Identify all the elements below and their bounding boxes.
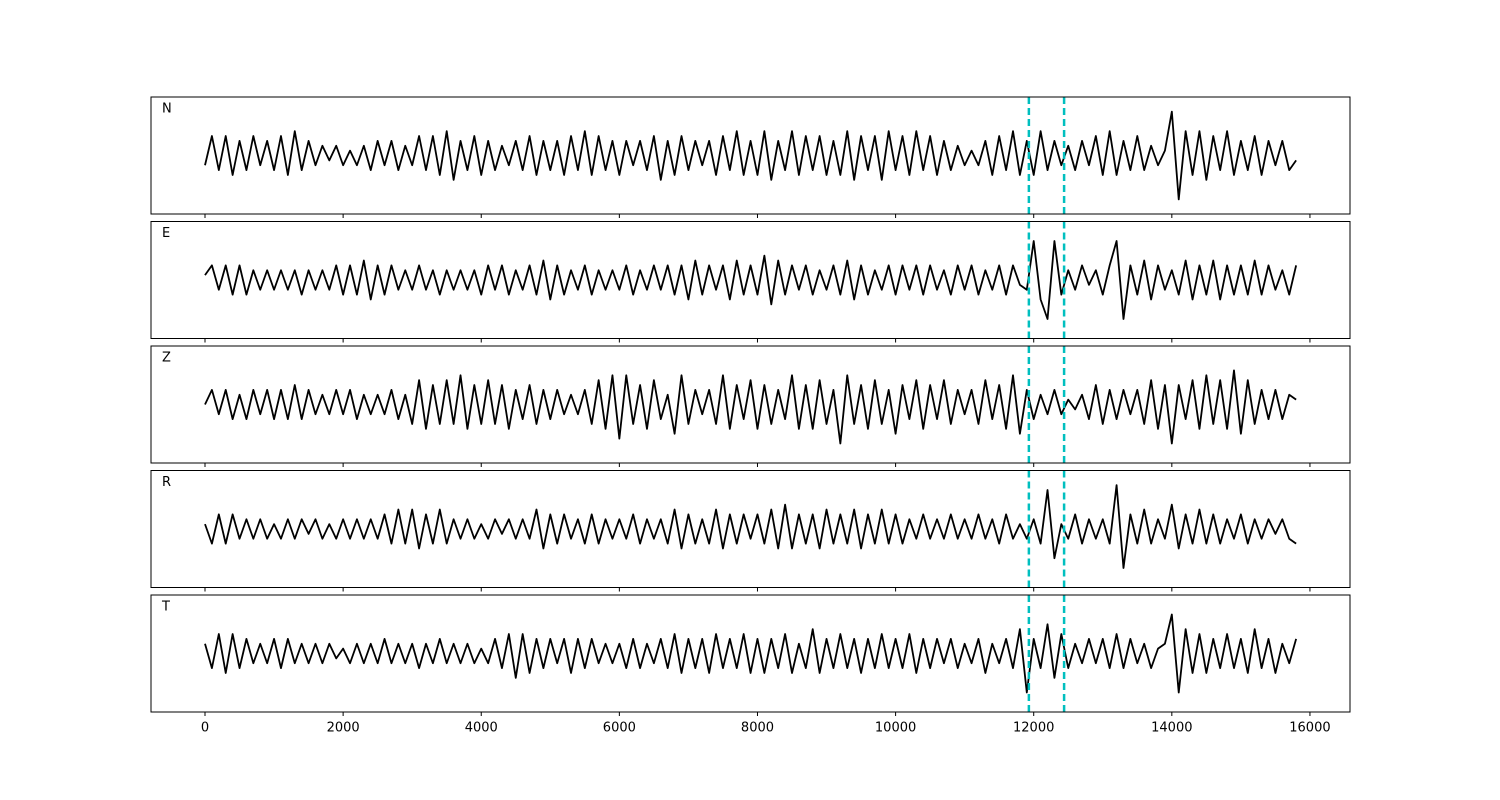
panel-label: N bbox=[162, 102, 172, 117]
x-tick-label: 4000 bbox=[465, 721, 498, 736]
trace bbox=[204, 369, 1297, 445]
panel-label: E bbox=[162, 226, 170, 241]
x-tick-label: 12000 bbox=[1013, 721, 1054, 736]
panel-label: R bbox=[162, 475, 171, 490]
x-tick-label: 8000 bbox=[741, 721, 774, 736]
panel-frame bbox=[150, 96, 1351, 215]
trace bbox=[204, 613, 1297, 694]
x-tick-label: 6000 bbox=[603, 721, 636, 736]
x-tick-label: 10000 bbox=[875, 721, 916, 736]
panel-frame bbox=[150, 594, 1351, 713]
trace bbox=[204, 484, 1297, 569]
panel-frame bbox=[150, 470, 1351, 588]
trace bbox=[204, 240, 1298, 320]
x-tick-label: 0 bbox=[201, 721, 209, 736]
trace bbox=[204, 110, 1297, 201]
x-tick-label: 14000 bbox=[1151, 721, 1192, 736]
panel-label: T bbox=[161, 600, 170, 615]
panel-label: Z bbox=[162, 351, 171, 366]
x-tick-label: 16000 bbox=[1289, 721, 1330, 736]
panel-frame bbox=[150, 345, 1351, 464]
panel-frame bbox=[150, 221, 1351, 339]
x-tick-label: 2000 bbox=[327, 721, 360, 736]
